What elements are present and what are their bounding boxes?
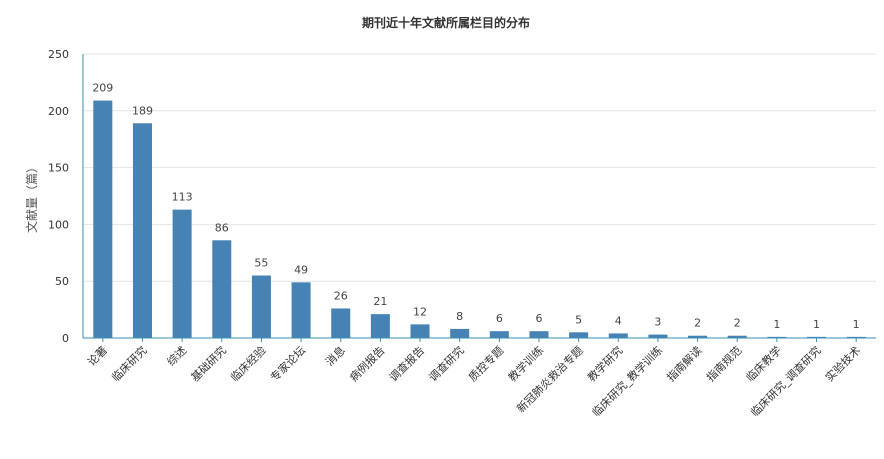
bar[interactable] [489, 331, 509, 338]
bar[interactable] [648, 334, 668, 338]
data-label: 49 [294, 263, 308, 276]
x-tick-label: 调查报告 [386, 343, 427, 384]
bar[interactable] [251, 275, 271, 338]
data-label: 3 [654, 316, 661, 329]
bar[interactable] [727, 335, 747, 338]
x-tick-label: 调查研究 [426, 343, 467, 384]
data-label: 6 [496, 312, 503, 325]
bar[interactable] [331, 308, 351, 338]
x-tick-label: 消息 [322, 343, 347, 368]
data-label: 12 [413, 305, 427, 318]
data-label: 113 [172, 191, 193, 204]
bar[interactable] [767, 336, 787, 338]
x-tick-label: 新冠肺炎救治专题 [514, 343, 586, 415]
x-tick-label: 质控专题 [465, 343, 506, 384]
y-tick-label: 100 [48, 218, 69, 231]
x-tick-label: 临床教学 [743, 343, 784, 384]
data-label: 21 [373, 295, 387, 308]
data-label: 4 [615, 314, 622, 327]
bar[interactable] [450, 328, 470, 338]
x-tick-label: 专家论坛 [267, 343, 308, 384]
y-tick-label: 50 [55, 275, 69, 288]
bar[interactable] [93, 100, 113, 339]
x-tick-label: 临床经验 [228, 343, 269, 384]
x-tick-label: 临床研究_调查研究 [748, 343, 824, 419]
x-axis-ticks: 论著 临床研究 综述 基础研究 临床经验 专家论坛 消息 病例报告 调查报告 调查研究 质控专题 教学… [84, 338, 863, 419]
data-label: 209 [92, 82, 113, 95]
y-axis-ticks: 0 50 100 150 200 250 [48, 48, 69, 345]
bar[interactable] [212, 240, 232, 338]
chart-title: 期刊近十年文献所属栏目的分布 [362, 15, 530, 30]
data-label: 26 [334, 289, 348, 302]
y-axis-label: 文献量（篇） [24, 161, 39, 233]
y-tick-label: 150 [48, 162, 69, 175]
data-label: 6 [535, 312, 542, 325]
x-tick-label: 教学训练 [505, 343, 546, 384]
bar[interactable] [846, 336, 866, 338]
data-label: 1 [813, 318, 820, 331]
gridlines [83, 53, 876, 282]
bar[interactable] [172, 209, 192, 338]
bar[interactable] [807, 336, 827, 338]
x-tick-label: 临床研究_教学训练 [589, 343, 665, 419]
data-label: 55 [254, 257, 268, 270]
bar[interactable] [291, 282, 311, 338]
bar[interactable] [410, 324, 430, 338]
x-tick-label: 论著 [84, 343, 109, 368]
data-label: 86 [215, 221, 229, 234]
data-label: 189 [132, 104, 153, 117]
bar[interactable] [608, 333, 628, 338]
x-tick-label: 指南规范 [703, 343, 744, 384]
data-label: 5 [575, 313, 582, 326]
y-tick-label: 0 [62, 332, 69, 345]
x-tick-label: 实验技术 [822, 343, 863, 384]
data-label: 1 [773, 318, 780, 331]
x-tick-label: 临床研究 [109, 343, 150, 384]
bar[interactable] [132, 123, 152, 339]
bar[interactable] [370, 314, 390, 338]
bar[interactable] [529, 331, 549, 338]
x-tick-label: 指南解读 [664, 343, 705, 384]
bars [93, 100, 866, 339]
x-tick-label: 综述 [164, 343, 189, 368]
y-tick-label: 200 [48, 105, 69, 118]
x-tick-label: 基础研究 [188, 343, 229, 384]
y-tick-label: 250 [48, 48, 69, 61]
bar[interactable] [569, 332, 589, 338]
data-label: 2 [694, 317, 701, 330]
data-label: 8 [456, 310, 463, 323]
x-tick-label: 病例报告 [346, 343, 387, 384]
data-label: 2 [734, 317, 741, 330]
x-tick-label: 教学研究 [584, 343, 625, 384]
data-label: 1 [853, 318, 860, 331]
bar[interactable] [688, 335, 708, 338]
